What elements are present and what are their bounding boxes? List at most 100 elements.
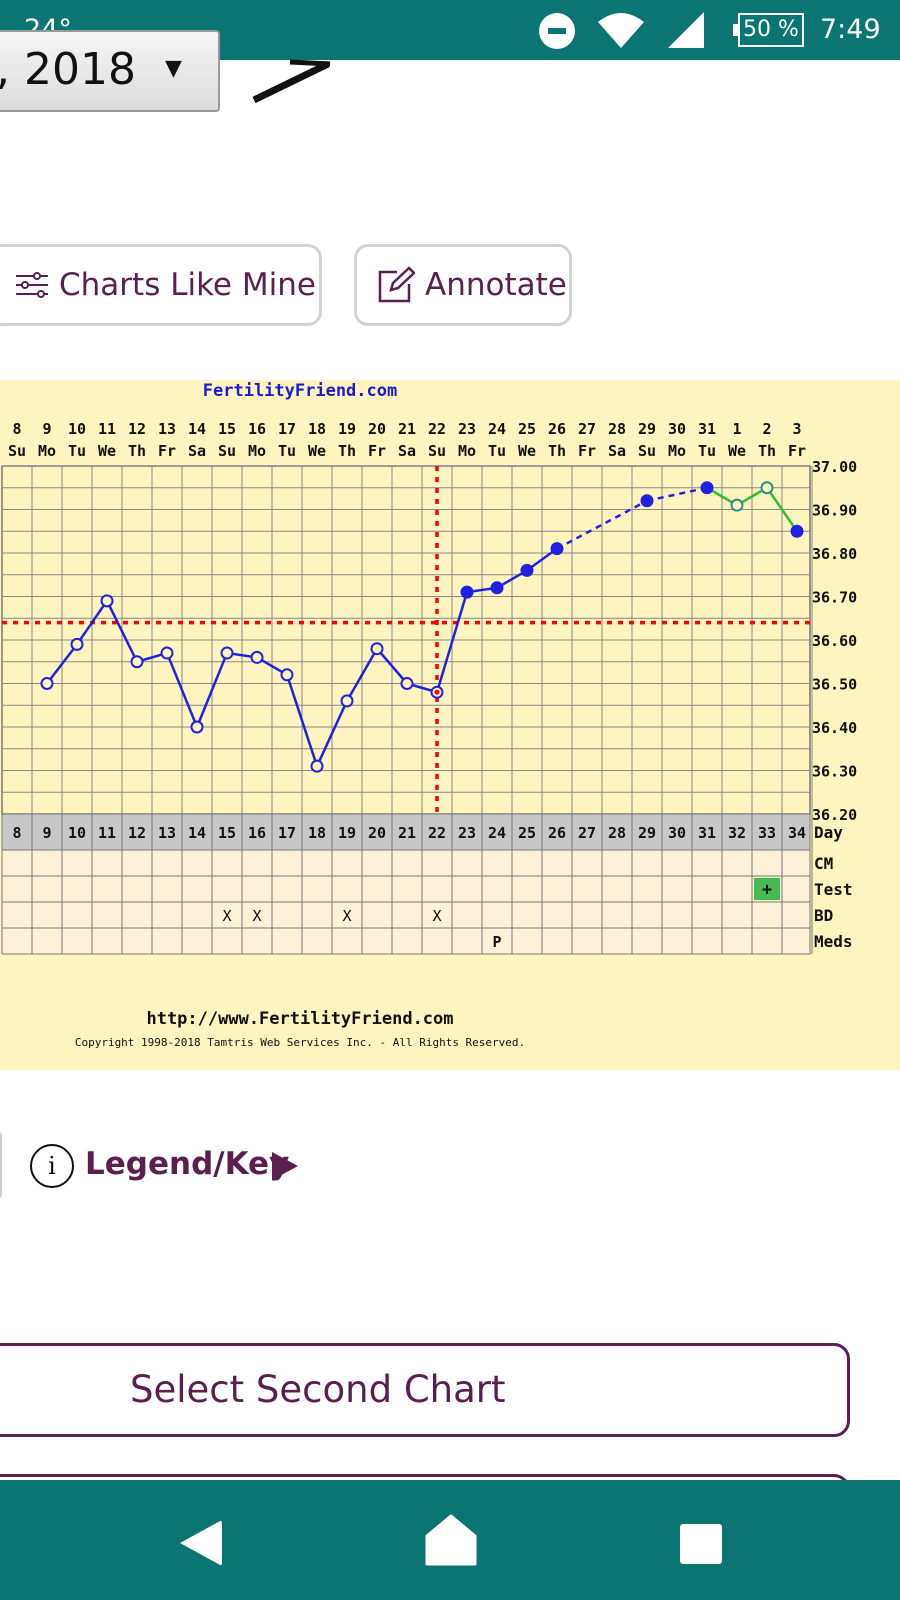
chart-footer-url: http://www.FertilityFriend.com (146, 1009, 453, 1029)
date-select[interactable]: , 2018 ▼ (0, 30, 220, 112)
chart-weekday-label: Tu (488, 442, 506, 460)
chart-date-label: 30 (668, 420, 686, 438)
chart-date-label: 28 (608, 420, 626, 438)
chart-date-label: 20 (368, 420, 386, 438)
chart-weekday-label: Sa (188, 442, 206, 460)
chart-y-tick-label: 36.90 (812, 502, 857, 520)
chevron-down-icon: ▼ (165, 56, 182, 81)
temperature-line-segment (285, 674, 319, 767)
chart-copyright: Copyright 1998-2018 Tamtris Web Services… (75, 1036, 525, 1049)
temperature-line-segment (195, 652, 229, 728)
temperature-line-segment (75, 600, 109, 646)
chart-y-tick-label: 36.50 (812, 676, 857, 694)
cycle-day-label: 24 (488, 824, 506, 842)
cycle-day-label: 8 (12, 824, 21, 842)
cycle-day-label: 11 (98, 824, 116, 842)
chart-date-label: 15 (218, 420, 236, 438)
temperature-point (760, 481, 774, 495)
select-second-chart-button[interactable]: Select Second Chart (0, 1343, 850, 1437)
signal-icon (668, 12, 704, 48)
charts-like-mine-button[interactable]: Charts Like Mine (0, 244, 322, 326)
cycle-day-label: 13 (158, 824, 176, 842)
bd-mark: X (342, 907, 351, 925)
chart-weekday-label: Su (218, 442, 236, 460)
temperature-point (520, 563, 534, 577)
bbt-chart-svg: FertilityFriend.com http://www.FertilityF… (1, 381, 857, 1049)
home-icon[interactable] (425, 1514, 477, 1566)
cycle-day-label: 21 (398, 824, 416, 842)
chart-row-band (1, 927, 811, 955)
temperature-line-segment (765, 487, 799, 532)
back-icon[interactable] (180, 1520, 222, 1566)
chart-date-label: 19 (338, 420, 356, 438)
chart-date-label: 27 (578, 420, 596, 438)
chart-weekday-label: Fr (368, 442, 386, 460)
chart-weekday-label: Su (638, 442, 656, 460)
chart-row-label: Test (814, 880, 853, 899)
cycle-day-label: 12 (128, 824, 146, 842)
test-positive-mark: + (762, 880, 772, 900)
chart-weekday-label: Mo (248, 442, 266, 460)
temperature-line-segment (376, 647, 408, 685)
temperature-point (130, 655, 144, 669)
temperature-point (370, 642, 384, 656)
temperature-point (310, 759, 324, 773)
date-select-value: , 2018 (0, 44, 136, 95)
temperature-line-segment (165, 652, 199, 728)
chart-date-label: 14 (188, 420, 206, 438)
temperature-point (460, 585, 474, 599)
chart-weekday-label: We (728, 442, 746, 460)
android-navigation-bar (0, 1480, 900, 1600)
test-positive-cell (754, 878, 780, 900)
ovulation-dot (434, 689, 440, 695)
chart-date-label: 8 (12, 420, 21, 438)
chart-date-label: 13 (158, 420, 176, 438)
cycle-day-label: 15 (218, 824, 236, 842)
chart-row-label: BD (814, 906, 833, 925)
cycle-day-label: 31 (698, 824, 716, 842)
temperature-point (250, 650, 264, 664)
battery-icon: 50 % (733, 13, 804, 47)
chart-weekday-label: Fr (158, 442, 176, 460)
cycle-day-label: 29 (638, 824, 656, 842)
cycle-day-label: 33 (758, 824, 776, 842)
chart-date-label: 23 (458, 420, 476, 438)
temperature-point (220, 646, 234, 660)
edit-icon (378, 266, 415, 303)
chart-weekday-label: Su (428, 442, 446, 460)
legend-key-toggle[interactable]: i Legend/Key (0, 1130, 400, 1200)
cycle-day-label: 17 (278, 824, 296, 842)
cycle-day-label: 19 (338, 824, 356, 842)
chart-date-label: 1 (732, 420, 741, 438)
next-chart-arrow-icon[interactable] (250, 40, 340, 110)
bbt-chart: FertilityFriend.com http://www.FertilityF… (0, 380, 900, 1070)
chart-y-tick-label: 36.60 (812, 632, 857, 650)
chart-y-tick-label: 37.00 (812, 458, 857, 476)
chart-date-label: 2 (762, 420, 771, 438)
legend-left-panel-edge (0, 1130, 2, 1200)
temperature-line-segment (646, 486, 708, 503)
temperature-point (100, 594, 114, 608)
cycle-day-label: 10 (68, 824, 86, 842)
temperature-point (190, 720, 204, 734)
cycle-day-label: 30 (668, 824, 686, 842)
cycle-day-label: 27 (578, 824, 596, 842)
annotate-button[interactable]: Annotate (354, 244, 572, 326)
temperature-line-segment (46, 643, 78, 685)
chart-date-label: 17 (278, 420, 296, 438)
recent-apps-icon[interactable] (680, 1524, 722, 1564)
temperature-point (550, 542, 564, 556)
chart-date-label: 29 (638, 420, 656, 438)
expand-arrow-icon (272, 1152, 298, 1180)
chart-date-label: 22 (428, 420, 446, 438)
cycle-day-label: 28 (608, 824, 626, 842)
chart-row-band (1, 901, 811, 929)
chart-weekday-label: Mo (38, 442, 56, 460)
chart-weekday-label: Tu (698, 442, 716, 460)
chart-y-tick-label: 36.30 (812, 763, 857, 781)
temperature-line-segment (435, 591, 469, 693)
chart-date-label: 12 (128, 420, 146, 438)
cycle-day-label: 34 (788, 824, 806, 842)
chart-date-label: 31 (698, 420, 716, 438)
chart-date-label: 10 (68, 420, 86, 438)
